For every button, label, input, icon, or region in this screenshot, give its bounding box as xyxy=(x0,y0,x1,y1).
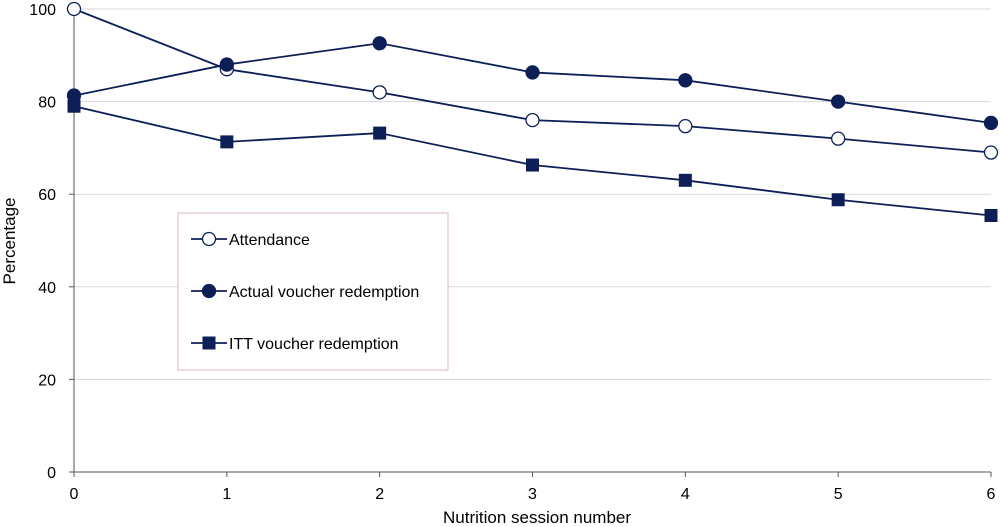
data-point xyxy=(831,193,845,207)
x-tick-label: 2 xyxy=(375,486,384,503)
x-tick-label: 1 xyxy=(222,486,231,503)
x-axis-title: Nutrition session number xyxy=(443,508,631,527)
y-tick-label: 100 xyxy=(29,2,56,19)
x-tick-label: 4 xyxy=(681,486,690,503)
data-point xyxy=(525,112,540,128)
legend-label: Actual voucher redemption xyxy=(229,284,419,301)
y-tick-label: 20 xyxy=(38,372,56,389)
legend-label: Attendance xyxy=(229,232,310,249)
data-point xyxy=(983,115,999,131)
data-point xyxy=(219,57,234,72)
data-point xyxy=(526,158,539,172)
legend-marker xyxy=(202,336,216,350)
data-point xyxy=(983,145,999,160)
legend-marker xyxy=(201,231,217,247)
data-point xyxy=(372,36,387,51)
data-point xyxy=(220,135,234,149)
legend-marker xyxy=(201,283,217,299)
data-point xyxy=(66,1,82,17)
series-layer xyxy=(66,1,999,222)
axes xyxy=(69,8,992,477)
data-point xyxy=(525,65,540,80)
data-point xyxy=(678,173,692,187)
data-point xyxy=(678,118,693,134)
data-point xyxy=(984,208,998,222)
y-tick-label: 60 xyxy=(38,187,56,204)
data-point xyxy=(678,73,693,88)
series-1 xyxy=(66,36,999,131)
y-axis-title: Percentage xyxy=(0,198,19,285)
y-tick-labels: 0 20 40 60 80 100 xyxy=(29,2,56,482)
data-point xyxy=(67,99,81,113)
data-point xyxy=(831,94,846,109)
x-tick-label: 6 xyxy=(987,486,996,503)
x-tick-label: 0 xyxy=(70,486,79,503)
x-tick-label: 3 xyxy=(528,486,537,503)
data-point xyxy=(831,131,846,146)
series-2 xyxy=(67,99,998,222)
legend: Attendance Actual voucher redemption ITT v… xyxy=(177,212,449,371)
y-tick-label: 80 xyxy=(38,95,56,112)
x-tick-labels: 0 1 2 3 4 5 6 xyxy=(70,486,996,503)
y-tick-label: 40 xyxy=(38,280,56,297)
data-point xyxy=(373,126,387,140)
y-tick-label: 0 xyxy=(47,465,56,482)
data-point xyxy=(372,85,387,100)
legend-label: ITT voucher redemption xyxy=(229,336,399,353)
x-tick-label: 5 xyxy=(834,486,843,503)
